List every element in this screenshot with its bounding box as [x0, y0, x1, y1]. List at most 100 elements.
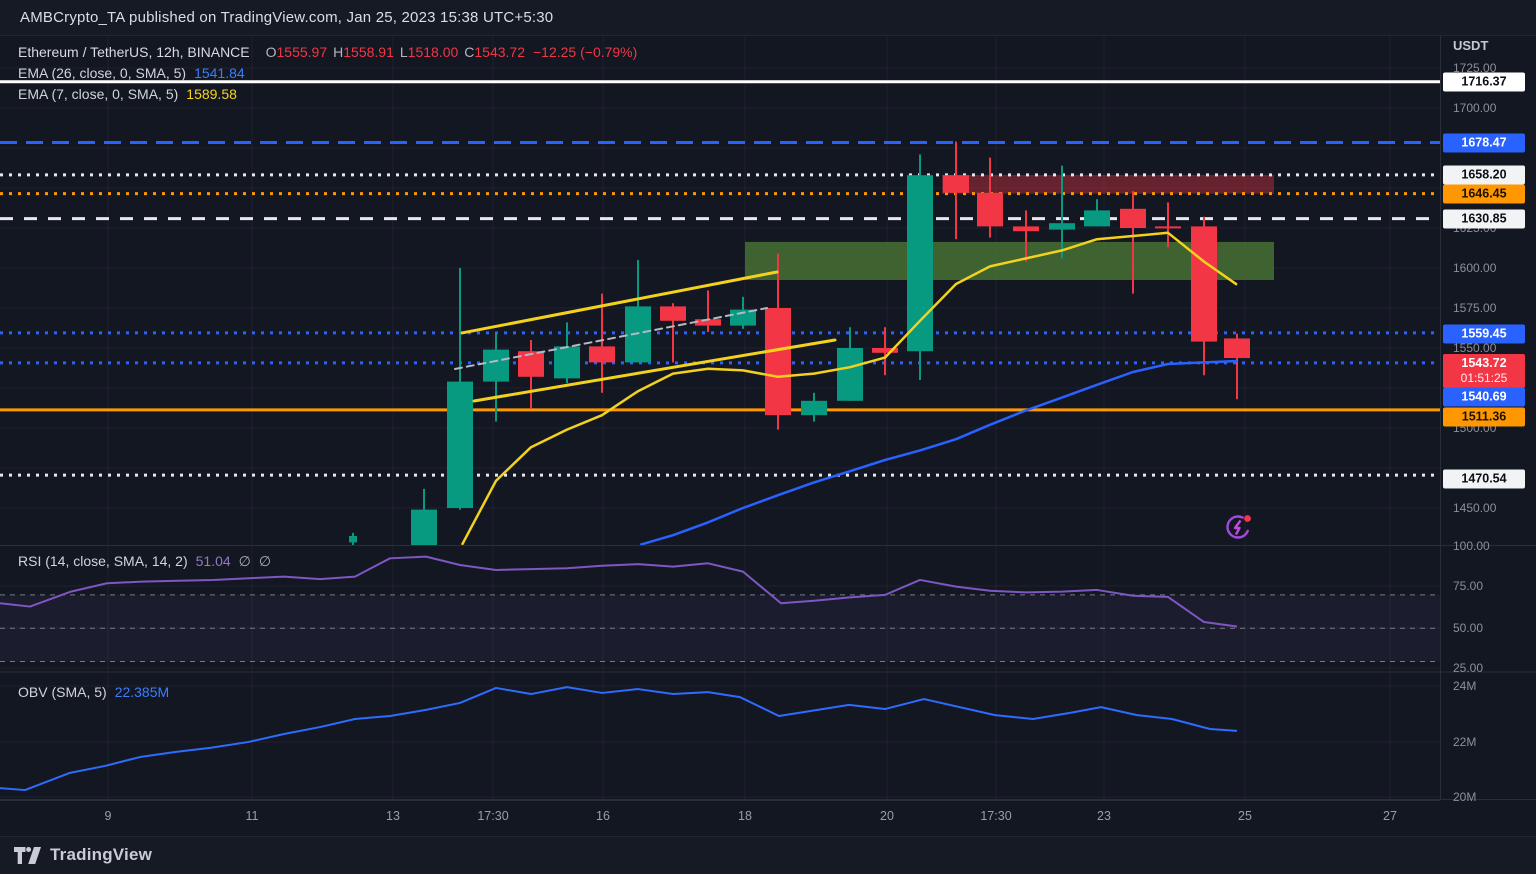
symbol-legend: Ethereum / TetherUS, 12h, BINANCE O1555.9…: [18, 42, 637, 105]
ema7-label: EMA (7, close, 0, SMA, 5): [18, 86, 179, 102]
open-value: 1555.97: [276, 44, 328, 60]
publish-header: AMBCrypto_TA published on TradingView.co…: [0, 0, 1536, 36]
axis-tick: 1575.00: [1453, 301, 1497, 315]
candle-body: [589, 346, 615, 363]
rsi-legend[interactable]: RSI (14, close, SMA, 14, 2) 51.04 ∅ ∅: [18, 553, 271, 570]
rsi-line: [0, 555, 1238, 628]
high-label: H: [333, 44, 344, 60]
axis-currency[interactable]: USDT: [1453, 38, 1489, 53]
open-label: O: [265, 44, 277, 60]
candle-body: [411, 509, 437, 545]
tradingview-brand[interactable]: TradingView: [14, 845, 152, 865]
ema7-legend-row[interactable]: EMA (7, close, 0, SMA, 5) 1589.58: [18, 84, 637, 105]
time-tick: 23: [1097, 809, 1111, 823]
obv-legend[interactable]: OBV (SMA, 5) 22.385M: [18, 684, 169, 700]
axis-tick: 1600.00: [1453, 261, 1497, 275]
ema26-label: EMA (26, close, 0, SMA, 5): [18, 65, 187, 81]
candle-body: [907, 175, 933, 352]
axis-tick: 24M: [1453, 679, 1477, 693]
candle-body: [554, 346, 580, 379]
axis-tick: 1700.00: [1453, 101, 1497, 115]
axis-tick: 25.00: [1453, 661, 1484, 675]
time-tick: 11: [245, 809, 259, 823]
candle-body: [1120, 208, 1146, 228]
candles: [349, 141, 1250, 545]
candle-body: [837, 348, 863, 401]
price-label-pill: 1630.85: [1443, 209, 1525, 229]
candle-body: [1155, 226, 1181, 229]
ema26-value: 1541.84: [194, 65, 245, 81]
ema7-value: 1589.58: [186, 86, 237, 102]
price-axis[interactable]: USDT 1725.001700.001625.001600.001575.00…: [1440, 36, 1536, 804]
obv-pane: [0, 686, 1238, 792]
low-label: L: [399, 44, 408, 60]
axis-tick: 75.00: [1453, 579, 1484, 593]
rsi-empty-2: ∅: [258, 553, 272, 569]
footer-bar: TradingView: [0, 836, 1536, 874]
price-label-pill: 1543.72 01:51:25: [1443, 354, 1525, 388]
axis-tick: 20M: [1453, 790, 1477, 804]
axis-tick: 1725.00: [1453, 61, 1497, 75]
ema26-legend-row[interactable]: EMA (26, close, 0, SMA, 5) 1541.84: [18, 63, 637, 84]
price-label-pill: 1678.47: [1443, 133, 1525, 153]
close-label: C: [464, 44, 475, 60]
candle-body: [1049, 223, 1075, 230]
candle-body: [695, 319, 721, 326]
axis-tick: 1450.00: [1453, 501, 1497, 515]
time-tick: 17:30: [980, 809, 1012, 823]
price-label-pill: 1470.54: [1443, 469, 1525, 489]
ambcrypto-watermark-icon: [1224, 512, 1254, 547]
price-pane: [0, 80, 1440, 545]
candle-body: [660, 306, 686, 321]
time-tick: 13: [386, 809, 400, 823]
high-value: 1558.91: [343, 44, 394, 60]
candle-body: [625, 306, 651, 363]
ema26-line: [639, 359, 1238, 545]
tradingview-brand-name: TradingView: [50, 845, 153, 864]
channel-bottom: [472, 338, 837, 403]
symbol-title[interactable]: Ethereum / TetherUS, 12h, BINANCE: [18, 44, 250, 60]
axis-tick: 1550.00: [1453, 341, 1497, 355]
candle-body: [943, 175, 969, 193]
gridlines: [0, 36, 1440, 799]
candle-body: [765, 308, 791, 416]
change-value: −12.25 (−0.79%): [533, 44, 638, 60]
candle-body: [349, 536, 357, 543]
candle-body: [1084, 210, 1110, 227]
time-tick: 27: [1383, 809, 1397, 823]
obv-value: 22.385M: [114, 684, 170, 700]
price-label-pill: 1540.69: [1443, 387, 1525, 407]
axis-tick: 22M: [1453, 735, 1477, 749]
close-value: 1543.72: [474, 44, 525, 60]
candle-body: [977, 192, 1003, 227]
resistance-zone: [942, 174, 1274, 194]
candle-body: [447, 381, 473, 508]
candle-body: [801, 400, 827, 416]
rsi-empty-1: ∅: [238, 553, 251, 569]
time-axis[interactable]: 9 11 13 17:30 16 18 20 17:30 23 25 27: [0, 800, 1440, 837]
time-tick: 17:30: [477, 809, 509, 823]
rsi-label: RSI (14, close, SMA, 14, 2): [18, 553, 188, 569]
publish-header-text: AMBCrypto_TA published on TradingView.co…: [20, 9, 554, 26]
obv-label: OBV (SMA, 5): [18, 684, 107, 700]
tradingview-logo-icon: [14, 846, 41, 864]
axis-tick: 100.00: [1453, 539, 1490, 553]
rsi-value: 51.04: [195, 553, 231, 569]
price-label-pill: 1658.20: [1443, 165, 1525, 185]
axis-tick: 50.00: [1453, 621, 1484, 635]
price-label-pill: 1559.45: [1443, 324, 1525, 344]
ema7-line: [460, 231, 1238, 545]
time-tick: 25: [1238, 809, 1252, 823]
symbol-ohlc-row: Ethereum / TetherUS, 12h, BINANCE O1555.9…: [18, 42, 637, 63]
candle-body: [730, 309, 756, 326]
channel-top: [460, 270, 779, 335]
candle-body: [483, 349, 509, 382]
price-label-pill: 1511.36: [1443, 407, 1525, 427]
time-tick: 20: [880, 809, 894, 823]
low-value: 1518.00: [407, 44, 459, 60]
time-tick: 18: [738, 809, 752, 823]
time-tick: 16: [596, 809, 610, 823]
dashed-trendline: [454, 307, 768, 370]
